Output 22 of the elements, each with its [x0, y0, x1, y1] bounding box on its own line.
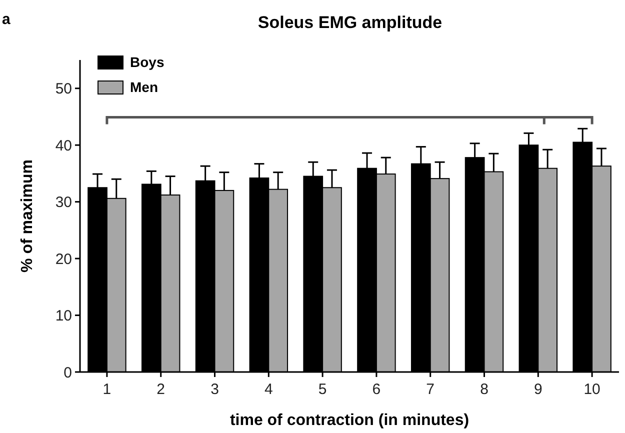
y-axis-title: % of maximum — [19, 160, 36, 272]
x-tick-label: 10 — [584, 381, 600, 398]
x-tick-label: 3 — [210, 381, 219, 398]
x-tick-label: 8 — [480, 381, 488, 398]
x-axis-title: time of contraction (in minutes) — [230, 412, 470, 429]
y-tick-label: 40 — [55, 137, 72, 154]
x-tick-label: 6 — [372, 381, 381, 398]
legend-label: Boys — [130, 54, 164, 70]
x-tick-label: 4 — [264, 381, 273, 398]
y-tick-label: 0 — [64, 364, 72, 382]
legend-label: Men — [130, 79, 158, 95]
x-tick-label: 2 — [156, 381, 166, 398]
x-tick-label: 1 — [102, 381, 112, 398]
text: a — [2, 11, 11, 28]
x-tick-label: 9 — [534, 381, 542, 398]
chart-title: Soleus EMG amplitude — [258, 13, 442, 32]
y-tick-label: 50 — [55, 80, 72, 98]
y-tick-label: 30 — [55, 194, 72, 212]
y-tick-label: 20 — [55, 250, 72, 268]
y-tick-label: 10 — [55, 308, 72, 325]
x-tick-label: 7 — [426, 381, 435, 398]
x-tick-label: 5 — [318, 381, 327, 398]
